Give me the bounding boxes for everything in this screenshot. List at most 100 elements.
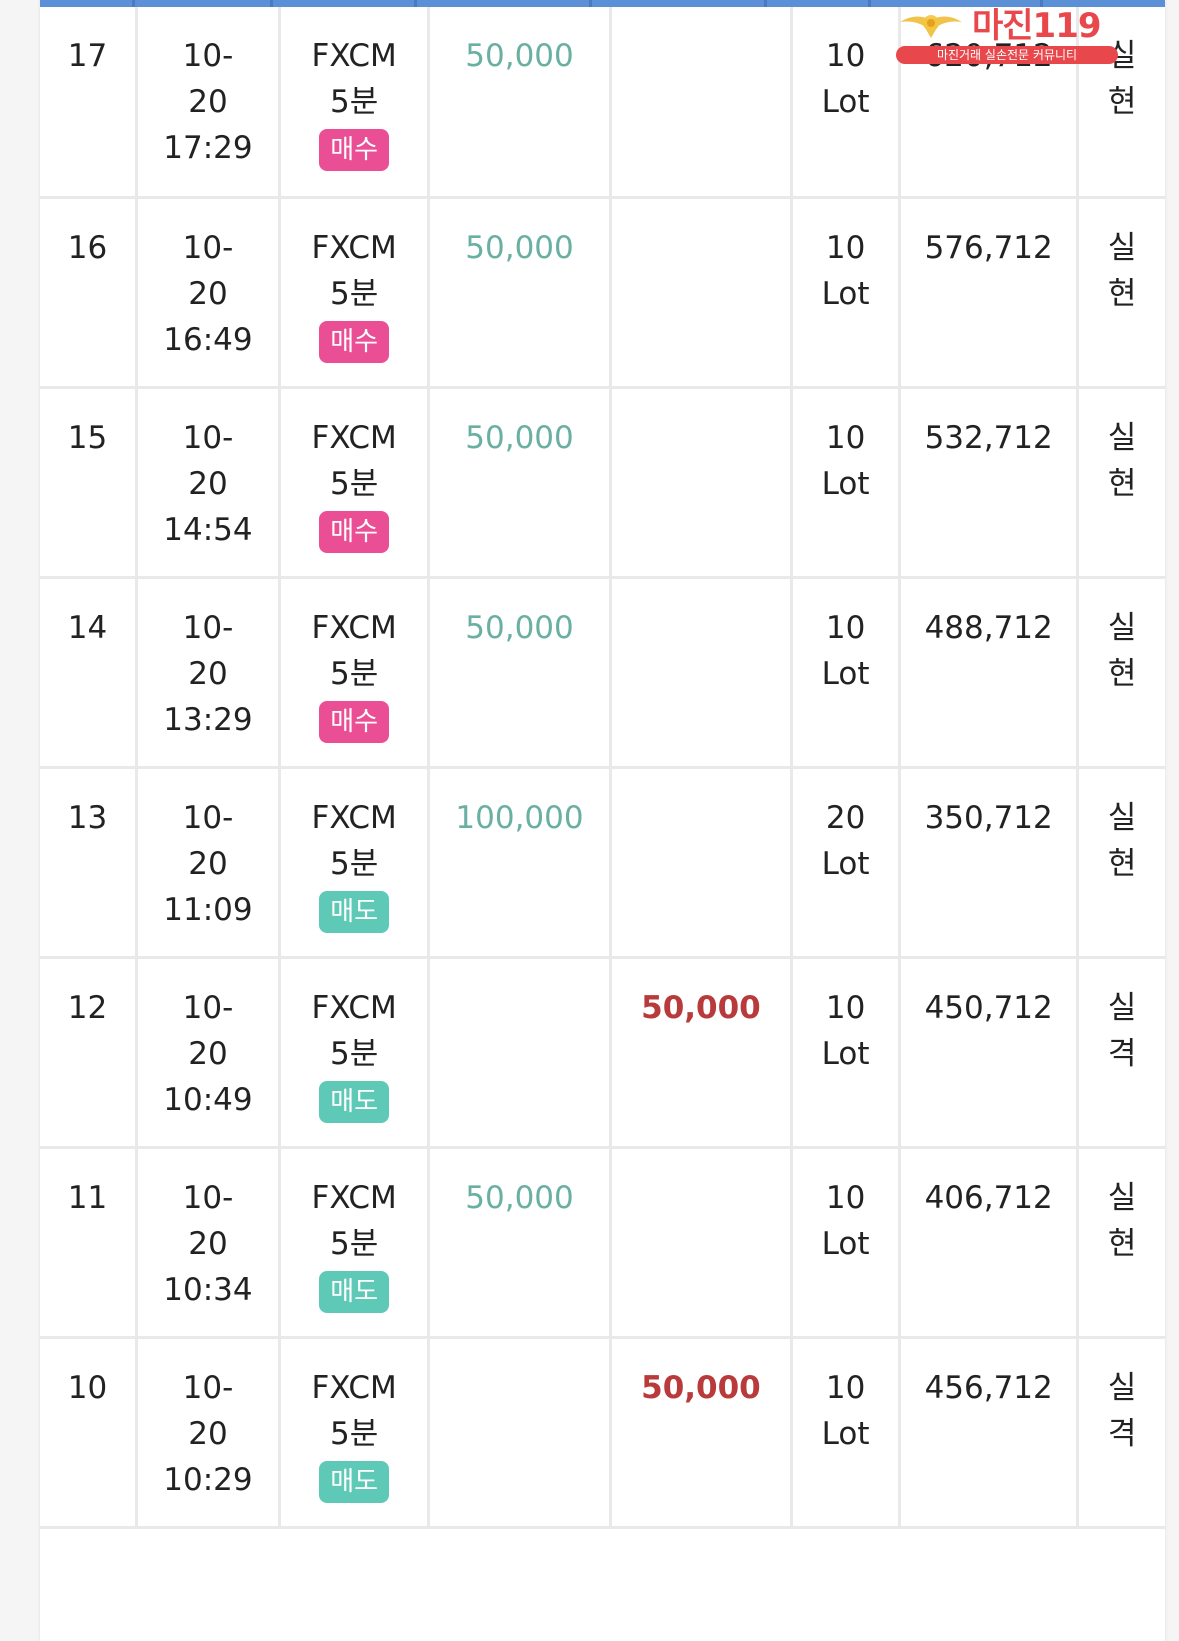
trade-date-month: 10-	[182, 989, 234, 1026]
row-number: 14	[67, 609, 108, 646]
trade-date-day: 20	[188, 845, 228, 882]
result-char-1: 실	[1107, 609, 1137, 646]
side-badge: 매도	[319, 1460, 390, 1503]
timeframe: 5분	[330, 84, 379, 120]
lot-size: 10	[825, 1179, 866, 1216]
table-row[interactable]: 13 10- 20 11:09 FXCM 5분 매도 100,000 20 Lot 350,712 실…	[40, 767, 1165, 959]
timeframe: 5분	[330, 465, 379, 502]
lot-size: 10	[825, 989, 866, 1026]
instrument-cell: FXCM 5분 매수	[279, 7, 431, 199]
trade-time: 10:34	[163, 1271, 253, 1308]
lot-cell: 10 Lot	[791, 7, 901, 199]
balance-cell: 620,712	[899, 7, 1080, 199]
trade-date-day: 20	[188, 84, 228, 120]
loss-amount: 50,000	[641, 989, 761, 1026]
header-separator	[414, 0, 417, 7]
timeframe: 5분	[330, 1225, 379, 1262]
provider-name: FXCM	[311, 419, 397, 456]
profit-cell: 50,000	[428, 577, 612, 769]
row-number: 10	[67, 1369, 108, 1406]
profit-amount: 50,000	[465, 419, 574, 456]
row-number: 16	[67, 229, 108, 266]
side-badge: 매도	[319, 890, 390, 933]
profit-amount: 50,000	[465, 1179, 574, 1216]
trade-time: 11:09	[163, 891, 253, 928]
trade-date-month: 10-	[182, 38, 234, 74]
trade-history-table-container: 1710-2017:29FXCM5분매수50,00010Lot620,712실현…	[40, 0, 1165, 1641]
row-number-cell: 16	[40, 197, 138, 389]
result-char-1: 실	[1107, 799, 1137, 836]
trade-date-month: 10-	[182, 419, 234, 456]
loss-cell	[610, 7, 794, 199]
profit-cell: 50,000	[428, 7, 612, 199]
trade-date-day: 20	[188, 1035, 228, 1072]
table-row[interactable]: 16 10- 20 16:49 FXCM 5분 매수 50,000 10 Lot 576,712 실 현	[40, 197, 1165, 389]
balance-cell: 576,712	[899, 197, 1080, 389]
instrument-cell: FXCM 5분 매도	[279, 957, 431, 1149]
trade-time: 17:29	[163, 130, 253, 166]
result-char-1: 실	[1107, 989, 1137, 1026]
trade-date-month: 10-	[182, 609, 234, 646]
row-number: 17	[67, 38, 108, 74]
trade-date-month: 10-	[182, 229, 234, 266]
lot-cell: 10 Lot	[791, 197, 901, 389]
result-char-1: 실	[1107, 229, 1137, 266]
profit-amount: 50,000	[465, 609, 574, 646]
lot-size: 20	[825, 799, 866, 836]
row-number-cell: 13	[40, 767, 138, 959]
header-separator	[132, 0, 135, 7]
side-badge: 매수	[319, 320, 390, 363]
datetime-cell: 10- 20 14:54	[136, 387, 282, 579]
trade-date-day: 20	[188, 1415, 228, 1452]
balance-amount: 576,712	[924, 229, 1053, 266]
trade-date-month: 10-	[182, 1369, 234, 1406]
table-row[interactable]: 15 10- 20 14:54 FXCM 5분 매수 50,000 10 Lot 532,712 실 현	[40, 387, 1165, 579]
lot-size: 10	[825, 38, 866, 74]
row-number-cell: 10	[40, 1337, 138, 1529]
balance-amount: 532,712	[924, 419, 1053, 456]
trade-time: 10:29	[163, 1461, 253, 1498]
balance-cell: 456,712	[899, 1337, 1080, 1529]
watermark-subtitle: 마진거래 실손전문 커뮤니티	[896, 46, 1118, 64]
table-row[interactable]: 12 10- 20 10:49 FXCM 5분 매도 50,000 10 Lot 450,712 실 격	[40, 957, 1165, 1149]
provider-name: FXCM	[311, 229, 397, 266]
result-char-2: 현	[1107, 465, 1137, 502]
table-row[interactable]: 11 10- 20 10:34 FXCM 5분 매도 50,000 10 Lot 406,712 실 현	[40, 1147, 1165, 1339]
header-separator	[764, 0, 767, 7]
trade-date-day: 20	[188, 655, 228, 692]
trade-date-month: 10-	[182, 1179, 234, 1216]
result-char-2: 격	[1107, 1415, 1137, 1452]
row-number: 11	[67, 1179, 108, 1216]
row-number: 15	[67, 419, 108, 456]
profit-cell: 50,000	[428, 197, 612, 389]
side-badge: 매수	[319, 700, 390, 743]
profit-cell	[428, 957, 612, 1149]
profit-cell: 100,000	[428, 767, 612, 959]
result-char-1: 실	[1107, 419, 1137, 456]
loss-amount: 50,000	[641, 1369, 761, 1406]
table-row[interactable]: 14 10- 20 13:29 FXCM 5분 매수 50,000 10 Lot 488,712 실 현	[40, 577, 1165, 769]
lot-cell: 10 Lot	[791, 1147, 901, 1339]
lot-unit: Lot	[821, 845, 870, 882]
timeframe: 5분	[330, 275, 379, 312]
trade-table-body: 1710-2017:29FXCM5분매수50,00010Lot620,712실현…	[40, 7, 1165, 1529]
loss-cell	[610, 767, 794, 959]
datetime-cell: 10- 20 10:34	[136, 1147, 282, 1339]
datetime-cell: 10- 20 10:29	[136, 1337, 282, 1529]
provider-name: FXCM	[311, 609, 397, 646]
watermark-title: 마진119	[972, 6, 1102, 46]
balance-cell: 450,712	[899, 957, 1080, 1149]
result-char-2: 현	[1107, 1225, 1137, 1262]
eagle-emblem-icon	[900, 15, 962, 38]
table-row[interactable]: 10 10- 20 10:29 FXCM 5분 매도 50,000 10 Lot 456,712 실 격	[40, 1337, 1165, 1529]
side-badge: 매수	[319, 510, 390, 553]
instrument-cell: FXCM 5분 매도	[279, 1147, 431, 1339]
header-separator	[589, 0, 592, 7]
result-char-2: 격	[1107, 1035, 1137, 1072]
trade-history-table: 1710-2017:29FXCM5분매수50,00010Lot620,712실현…	[40, 7, 1165, 1529]
trade-date-day: 20	[188, 465, 228, 502]
